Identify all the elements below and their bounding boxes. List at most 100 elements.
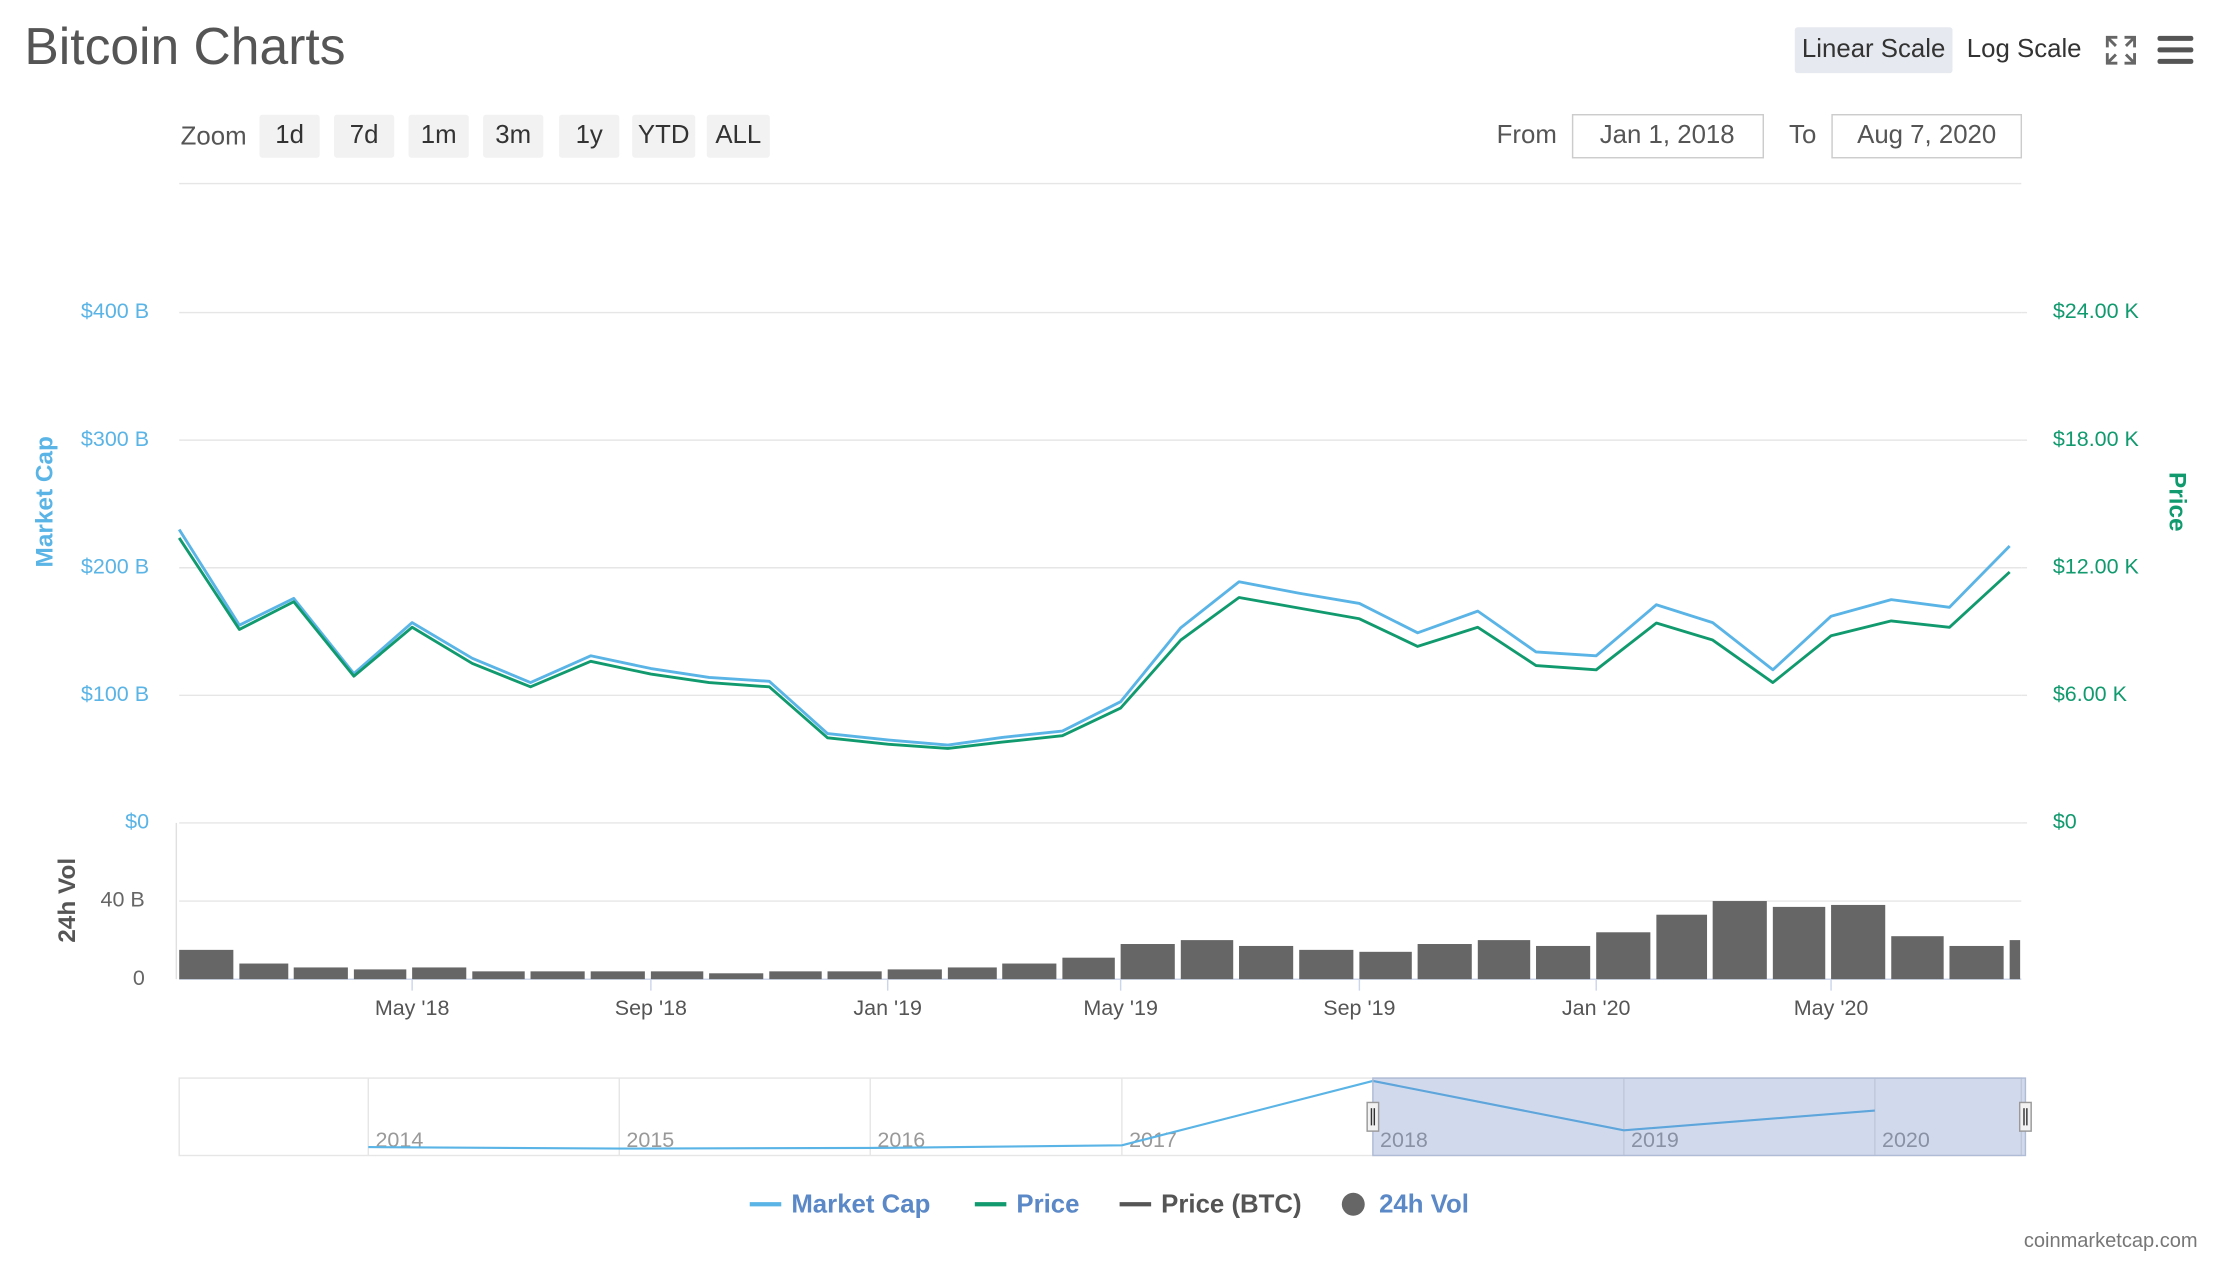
zoom-button[interactable]: YTD bbox=[638, 121, 690, 149]
zoom-button[interactable]: 1m bbox=[421, 121, 457, 149]
volume-bar bbox=[239, 963, 289, 980]
x-tick-label: Sep '19 bbox=[1323, 996, 1395, 1020]
volume-bar bbox=[1477, 940, 1531, 980]
zoom-button-bg[interactable] bbox=[259, 114, 320, 158]
zoom-button[interactable]: 3m bbox=[495, 121, 531, 149]
volume-bar bbox=[293, 967, 348, 980]
navigator-handle[interactable] bbox=[2018, 1101, 2032, 1132]
zoom-button[interactable]: 1y bbox=[576, 121, 603, 149]
zoom-button[interactable]: 7d bbox=[350, 121, 379, 149]
volume-bar bbox=[472, 971, 525, 980]
navigator-tick-label: 2018 bbox=[1380, 1128, 1428, 1152]
y-tick-label: $100 B bbox=[81, 682, 149, 706]
zoom-label: Zoom bbox=[181, 122, 247, 150]
legend-label[interactable]: 24h Vol bbox=[1379, 1190, 1469, 1218]
volume-bar bbox=[1891, 936, 1944, 980]
from-label: From bbox=[1497, 121, 1557, 149]
volume-bar bbox=[1831, 904, 1886, 980]
page-title: Bitcoin Charts bbox=[24, 17, 345, 75]
volume-bar bbox=[412, 967, 467, 980]
volume-bar bbox=[1002, 963, 1057, 980]
to-label: To bbox=[1789, 121, 1816, 149]
y-tick-label: $300 B bbox=[81, 427, 149, 451]
volume-bar bbox=[1596, 932, 1651, 980]
volume-axis-title: 24h Vol bbox=[54, 858, 81, 943]
navigator-tick-label: 2017 bbox=[1129, 1128, 1177, 1152]
zoom-button[interactable]: ALL bbox=[715, 121, 761, 149]
navigator-tick-label: 2019 bbox=[1631, 1128, 1679, 1152]
volume-bar bbox=[1120, 944, 1175, 980]
y2-tick-label: $18.00 K bbox=[2053, 427, 2140, 451]
scale-button[interactable]: Log Scale bbox=[1967, 35, 2082, 63]
legend-label[interactable]: Market Cap bbox=[791, 1190, 930, 1218]
y-axis-title: Market Cap bbox=[31, 436, 58, 567]
navigator-tick-label: 2020 bbox=[1882, 1128, 1930, 1152]
scale-button[interactable]: Linear Scale bbox=[1802, 35, 1945, 63]
volume-bar bbox=[709, 973, 764, 980]
scale-button-bg[interactable] bbox=[1794, 27, 1953, 74]
volume-bar bbox=[1359, 951, 1412, 980]
y2-tick-label: $12.00 K bbox=[2053, 554, 2140, 578]
zoom-button-bg[interactable] bbox=[632, 114, 696, 158]
zoom-button-bg[interactable] bbox=[334, 114, 395, 158]
from-value[interactable]: Jan 1, 2018 bbox=[1600, 121, 1735, 149]
volume-bar bbox=[590, 971, 645, 980]
y-tick-label: 0 bbox=[133, 966, 145, 990]
volume-bar bbox=[650, 971, 704, 980]
y-tick-label: $400 B bbox=[81, 299, 149, 323]
volume-bar bbox=[947, 967, 997, 980]
fullscreen-icon[interactable] bbox=[2105, 35, 2136, 65]
volume-bar bbox=[2009, 940, 2021, 980]
legend-label[interactable]: Price (BTC) bbox=[1161, 1190, 1301, 1218]
volume-bar bbox=[1656, 914, 1708, 980]
volume-bar bbox=[827, 971, 882, 980]
zoom-button[interactable]: 1d bbox=[275, 121, 304, 149]
credit: coinmarketcap.com bbox=[2024, 1230, 2198, 1252]
volume-bar bbox=[179, 949, 234, 980]
volume-bar bbox=[887, 969, 942, 980]
y2-tick-label: $24.00 K bbox=[2053, 299, 2140, 323]
legend-label[interactable]: Price bbox=[1016, 1190, 1079, 1218]
menu-icon[interactable] bbox=[2157, 35, 2194, 64]
series-line bbox=[177, 528, 2011, 747]
volume-bar bbox=[1299, 949, 1354, 980]
volume-bar bbox=[1417, 944, 1472, 980]
volume-bar bbox=[1949, 945, 2004, 980]
volume-bar bbox=[1239, 945, 1294, 980]
y2-axis-title: Price bbox=[2164, 472, 2191, 532]
navigator-handle[interactable] bbox=[1366, 1101, 1380, 1132]
series-line bbox=[368, 1079, 1875, 1150]
volume-bar bbox=[1536, 945, 1591, 980]
from-input[interactable] bbox=[1571, 114, 1764, 159]
y2-tick-label: $0 bbox=[2053, 810, 2077, 834]
volume-bar bbox=[1062, 957, 1115, 980]
volume-bar bbox=[353, 969, 407, 980]
y2-tick-label: $6.00 K bbox=[2053, 682, 2128, 706]
x-tick-label: Sep '18 bbox=[615, 996, 687, 1020]
legend-symbol[interactable] bbox=[1341, 1192, 1365, 1216]
navigator-frame bbox=[178, 1077, 2023, 1157]
volume-bar bbox=[530, 971, 585, 980]
navigator-selection[interactable] bbox=[1372, 1077, 2027, 1157]
to-input[interactable] bbox=[1831, 114, 2023, 159]
y-tick-label: $200 B bbox=[81, 554, 149, 578]
zoom-button-bg[interactable] bbox=[559, 114, 620, 158]
y-tick-label: $0 bbox=[125, 810, 149, 834]
volume-bar bbox=[1772, 906, 1826, 980]
x-tick-label: May '19 bbox=[1083, 996, 1158, 1020]
x-tick-label: May '18 bbox=[375, 996, 450, 1020]
to-value[interactable]: Aug 7, 2020 bbox=[1857, 121, 1996, 149]
x-tick-label: Jan '19 bbox=[853, 996, 922, 1020]
x-tick-label: May '20 bbox=[1794, 996, 1869, 1020]
volume-bar bbox=[1180, 940, 1234, 980]
zoom-button-bg[interactable] bbox=[483, 114, 544, 158]
x-tick-label: Jan '20 bbox=[1562, 996, 1631, 1020]
series-line bbox=[177, 537, 2011, 750]
y-tick-label: 40 B bbox=[101, 888, 145, 912]
zoom-button-bg[interactable] bbox=[408, 114, 469, 158]
volume-bar bbox=[1712, 901, 1767, 980]
volume-bar bbox=[769, 971, 822, 980]
zoom-button-bg[interactable] bbox=[706, 114, 770, 158]
